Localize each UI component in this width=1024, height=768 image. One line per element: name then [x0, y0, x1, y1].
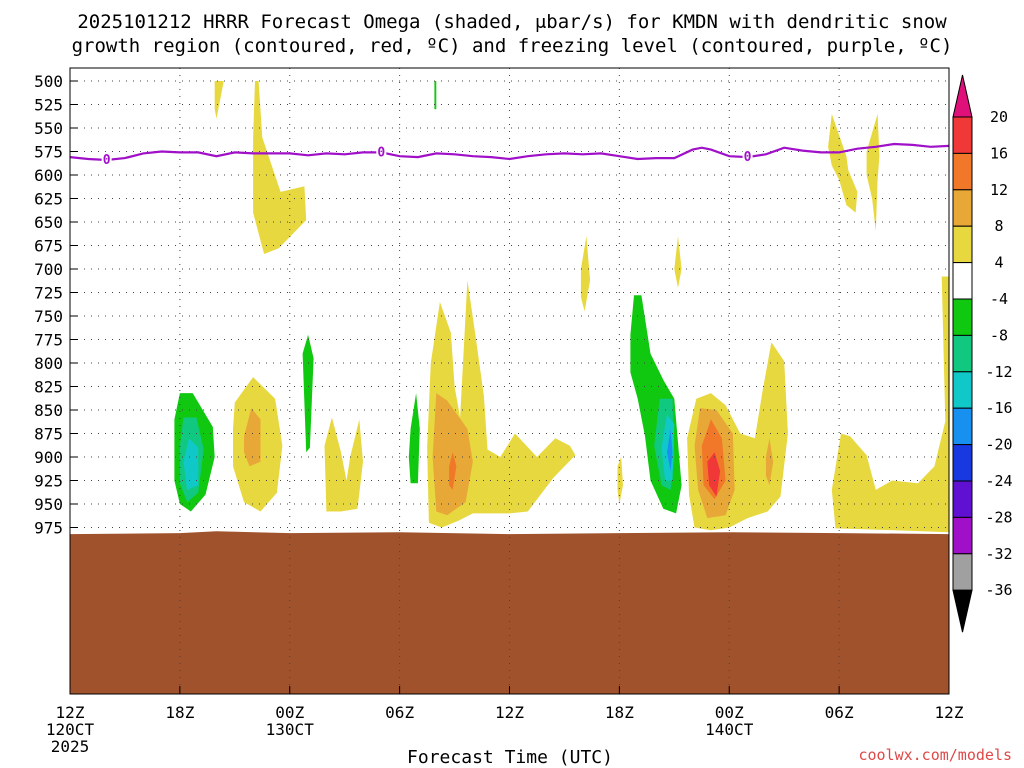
colorbar-label: -32: [985, 545, 1012, 563]
colorbar-bin: [952, 225, 973, 264]
colorbar-label: 4: [994, 254, 1003, 272]
y-tick-label-625: 625: [34, 190, 63, 209]
y-tick-label-575: 575: [34, 143, 63, 162]
colorbar: 20 16 12 8 4 -4 -8 -12 -16 -20 -24 -28 -32 -36: [952, 74, 1013, 633]
omega-region-up-07z: [408, 393, 420, 484]
omega-region-down-08z-strip: [866, 113, 880, 232]
omega-region-down-00z-core: [707, 452, 721, 497]
x-tick-label-6-0: 18Z: [165, 703, 194, 722]
y-tick-label-650: 650: [34, 213, 63, 232]
x-tick-label-0-0: 12Z: [56, 703, 85, 722]
omega-region-down-18z-sliver: [617, 457, 623, 504]
omega-region-up-01z-strip: [302, 334, 314, 453]
omega-region-down-06z-upper: [828, 113, 858, 213]
y-tick-label-550: 550: [34, 119, 63, 138]
omega-region-down-21z-inner: [244, 408, 261, 467]
x-tick-label-42-0: 06Z: [825, 703, 854, 722]
colorbar-label: -12: [985, 363, 1012, 381]
omega-region-down-03z: [324, 417, 363, 512]
colorbar-label: 8: [994, 217, 1003, 235]
omega-region-down-23z-column: [253, 81, 307, 254]
colorbar-label: -8: [990, 326, 1008, 344]
x-tick-label-30-0: 18Z: [605, 703, 634, 722]
colorbar-bin: [952, 553, 973, 591]
colorbar-label: -28: [985, 508, 1012, 526]
y-tick-label-850: 850: [34, 401, 63, 420]
y-tick-label-750: 750: [34, 307, 63, 326]
freezing-label-bg: [376, 144, 387, 159]
x-tick-label-18-0: 06Z: [385, 703, 414, 722]
chart-title-line-2: growth region (contoured, red, ºC) and f…: [72, 35, 953, 57]
x-tick-label-12-1: 130CT: [266, 720, 315, 739]
omega-region-down-21z-strip: [674, 236, 682, 288]
terrain: [70, 531, 949, 694]
freezing-level-label: 0: [744, 150, 752, 165]
colorbar-label: 12: [990, 181, 1008, 199]
colorbar-label: 20: [990, 108, 1008, 126]
y-tick-label-500: 500: [34, 72, 63, 91]
colorbar-bin: [952, 189, 973, 227]
colorbar-bin: [952, 298, 973, 336]
y-axis: 500 525 550 575 600 625 650 675 700 725 750 775 800 8…: [34, 72, 78, 538]
x-tick-label-24-0: 12Z: [495, 703, 524, 722]
chart-title-line-1: 2025101212 HRRR Forecast Omega (shaded, …: [77, 11, 947, 33]
freezing-label-bg: [101, 151, 112, 166]
y-tick-label-675: 675: [34, 237, 63, 256]
y-tick-label-825: 825: [34, 378, 63, 397]
colorbar-bin: [952, 444, 973, 482]
omega-region-down-06z-lower: [831, 276, 949, 533]
freezing-level-label: 0: [377, 145, 385, 160]
y-tick-label-900: 900: [34, 448, 63, 467]
x-tick-label-48-0: 12Z: [935, 703, 964, 722]
colorbar-label: -16: [985, 399, 1012, 417]
omega-region-down-16z-strip: [580, 236, 591, 312]
omega-region-up-08z-top: [434, 81, 437, 110]
colorbar-label: 16: [990, 144, 1008, 162]
y-tick-label-975: 975: [34, 519, 63, 538]
omega-shading: [174, 81, 949, 533]
x-tick-label-36-0: 00Z: [715, 703, 744, 722]
omega-region-down-09z-core: [449, 452, 457, 490]
y-tick-label-925: 925: [34, 472, 63, 491]
colorbar-label: -20: [985, 436, 1012, 454]
colorbar-label: -36: [985, 581, 1012, 599]
x-tick-label-36-1: 140CT: [705, 720, 754, 739]
colorbar-label: -4: [990, 290, 1008, 308]
y-tick-label-600: 600: [34, 166, 63, 185]
x-axis-label: Forecast Time (UTC): [407, 747, 613, 768]
x-tick-label-12-0: 00Z: [275, 703, 304, 722]
y-tick-label-725: 725: [34, 284, 63, 303]
y-tick-label-875: 875: [34, 425, 63, 444]
colorbar-bin: [952, 516, 973, 555]
colorbar-bin: [952, 407, 973, 446]
x-tick-label-0-2: 2025: [51, 737, 90, 756]
colorbar-label: -24: [985, 472, 1012, 490]
omega-region-up-18z-core: [183, 438, 199, 490]
colorbar-bin: [952, 334, 973, 373]
omega-region-down-02z-inner: [765, 438, 774, 486]
terrain-band: [70, 531, 949, 694]
colorbar-bin: [952, 116, 973, 154]
colorbar-bin: [952, 480, 973, 518]
colorbar-bin: [952, 152, 973, 191]
freezing-label-bg: [742, 149, 753, 164]
omega-region-up-21z-blue: [667, 428, 673, 472]
colorbar-bottom-arrow: [952, 589, 973, 633]
freezing-level-label: 0: [103, 153, 111, 168]
colorbar-bin: [952, 262, 973, 300]
credit-link[interactable]: coolwx.com/models: [858, 746, 1012, 764]
omega-region-down-20z-top: [214, 81, 224, 119]
y-tick-label-800: 800: [34, 354, 63, 373]
x-tick-label-0-1: 120CT: [46, 720, 95, 739]
y-tick-label-700: 700: [34, 260, 63, 279]
freezing-level-line: [69, 142, 950, 162]
y-tick-label-775: 775: [34, 331, 63, 350]
y-tick-label-950: 950: [34, 495, 63, 514]
freezing-level: 0 0 0: [69, 142, 950, 168]
colorbar-bin: [952, 371, 973, 409]
y-tick-label-525: 525: [34, 96, 63, 115]
